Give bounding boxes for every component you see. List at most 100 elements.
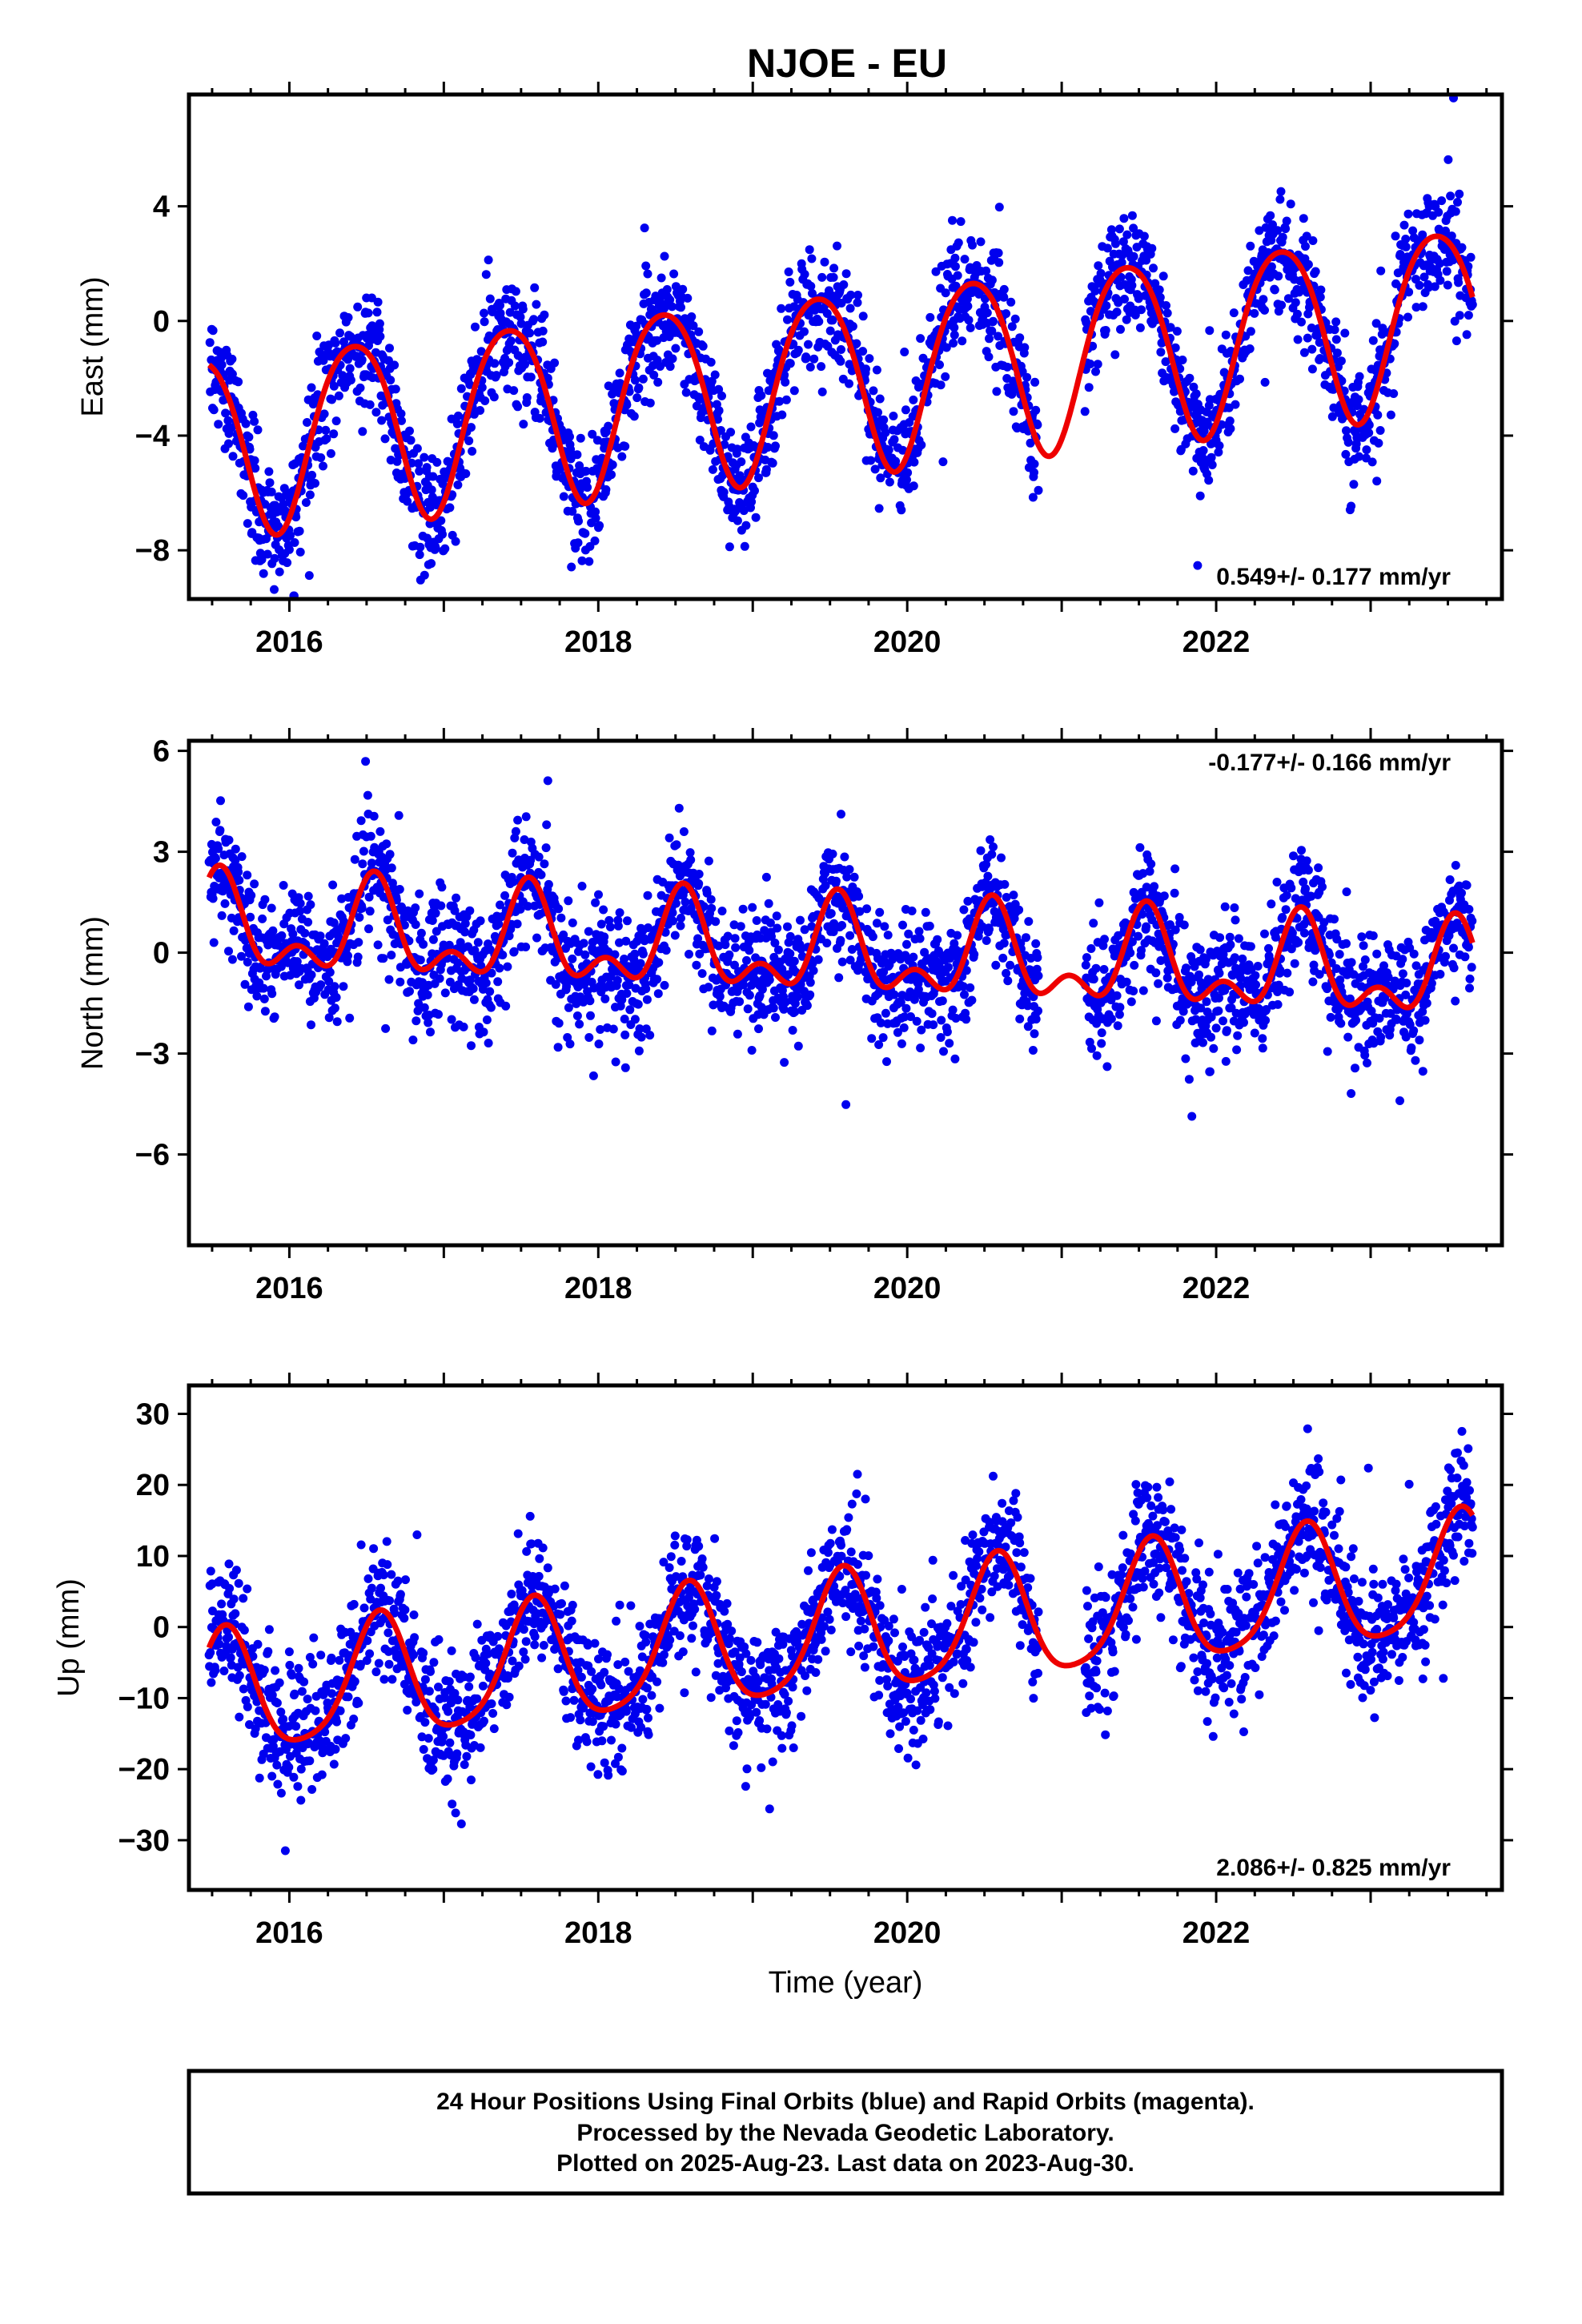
data-point [926,312,935,322]
data-point [620,1063,630,1072]
data-point [807,254,817,263]
data-point [538,326,548,336]
data-point [1451,861,1460,870]
data-point [1343,1032,1353,1042]
data-point [1303,333,1312,343]
data-point [1235,374,1244,384]
y-tick-label: 4 [153,191,170,224]
data-point [1151,1016,1161,1026]
data-point [721,940,730,950]
data-point [1260,377,1270,387]
data-point [1291,298,1300,308]
data-point [1454,278,1464,287]
data-point [1030,1029,1039,1039]
data-point [872,365,881,375]
data-point [1272,878,1282,887]
data-point [1340,328,1350,338]
data-point [881,428,890,437]
data-point [1407,1043,1416,1052]
data-point [999,939,1009,948]
data-point [677,914,685,923]
data-point [737,457,746,467]
data-point [343,355,352,364]
data-point [677,303,685,312]
data-point [375,319,384,328]
data-point [573,538,583,548]
data-point [363,790,372,800]
data-point [369,811,379,821]
data-point [1099,965,1109,974]
data-point [1363,1058,1371,1068]
data-point [694,870,704,879]
data-point [875,394,885,404]
data-point [575,1019,584,1029]
data-point [948,1005,958,1015]
data-point [436,901,446,911]
data-point [640,223,649,233]
data-point [802,1001,812,1011]
data-point [469,995,479,1004]
x-tick-label: 2022 [1182,625,1251,659]
data-point [295,547,305,557]
data-point [564,896,573,906]
data-point [1233,1031,1243,1040]
data-point [845,304,855,313]
data-point [1277,300,1287,310]
data-point [583,483,592,493]
data-point [992,387,1002,396]
data-point [251,464,260,473]
data-point [1090,286,1100,296]
data-point [307,383,316,392]
data-point [540,310,549,320]
data-point [963,301,973,311]
data-point [1193,561,1203,570]
data-point [1120,295,1129,304]
data-point [434,1010,443,1019]
data-point [954,238,963,247]
data-point [1215,441,1224,450]
data-point [638,949,648,959]
data-point [228,452,238,461]
data-point [636,1032,646,1042]
data-point [244,432,254,442]
data-point [716,426,725,435]
data-point [750,486,759,496]
data-point [1003,976,1013,986]
data-point [513,815,523,825]
data-point [390,360,400,370]
data-point [1231,400,1240,409]
data-point [634,383,644,392]
data-point [1094,261,1103,271]
data-point [643,269,652,279]
data-point [579,939,588,948]
data-point [303,891,313,901]
data-point [681,388,691,397]
data-point [1301,884,1310,894]
data-point [1326,1012,1335,1022]
data-point [1342,887,1351,897]
data-point [1330,325,1339,335]
data-point [937,1015,946,1025]
data-point [315,931,325,941]
data-point [343,313,353,322]
data-point [247,891,256,900]
data-point [479,1027,488,1037]
data-point [260,1007,270,1016]
data-point [436,516,446,525]
data-point [267,487,276,497]
data-point [1024,917,1034,927]
data-point [1287,883,1296,893]
data-point [726,428,736,437]
data-point [885,477,894,487]
data-point [889,435,899,444]
data-point [804,340,813,349]
data-point [1455,189,1464,199]
data-point [338,371,347,380]
data-point [1080,407,1090,416]
data-point [224,947,233,956]
data-point [837,810,845,819]
data-point [1226,424,1235,433]
data-point [903,468,913,477]
east-rate-label: 0.549+/- 0.177 mm/yr [1216,564,1451,590]
data-point [805,362,815,372]
